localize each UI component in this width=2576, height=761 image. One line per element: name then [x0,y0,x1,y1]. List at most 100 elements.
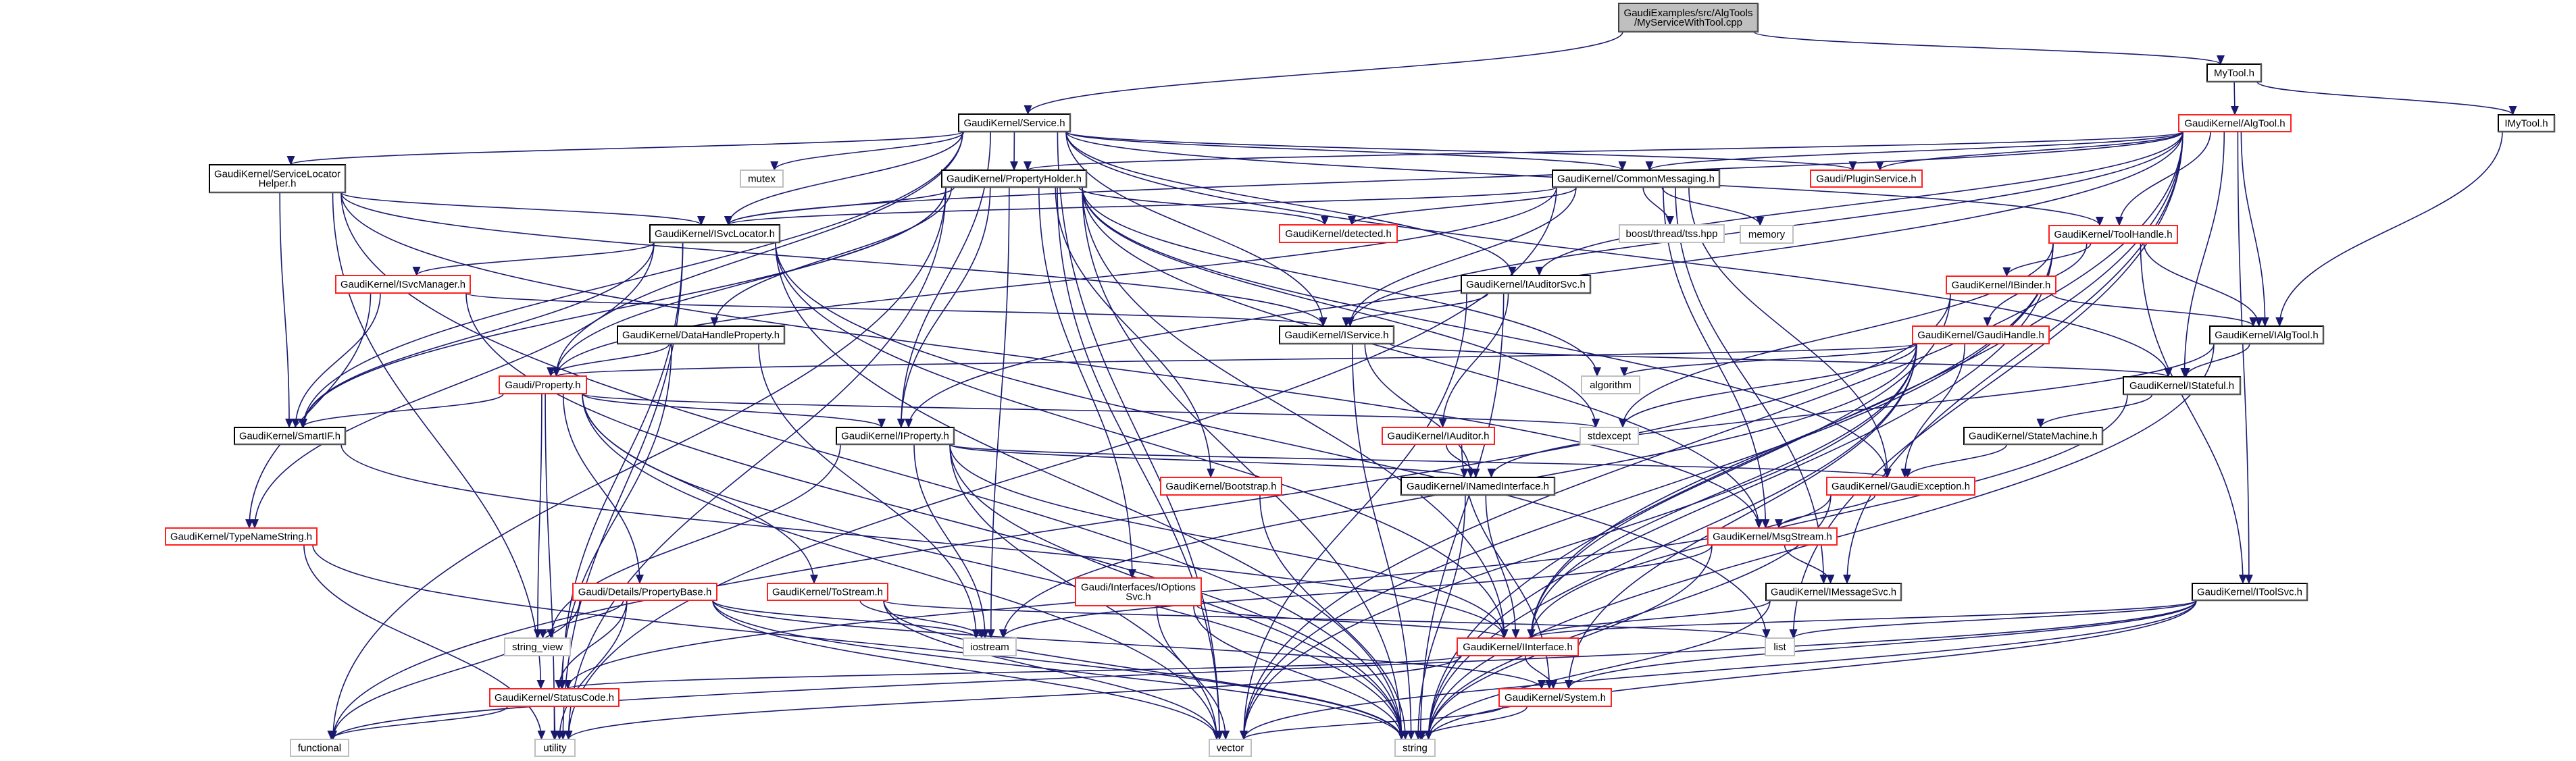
node-dhp[interactable]: GaudiKernel/DataHandleProperty.h [617,325,786,345]
node-imytool[interactable]: IMyTool.h [2498,114,2556,133]
node-statuscode[interactable]: GaudiKernel/StatusCode.h [489,688,620,707]
node-box [963,637,1017,656]
node-smartif[interactable]: GaudiKernel/SmartIF.h [234,427,347,446]
node-root[interactable]: GaudiExamples/src/AlgTools/MyServiceWith… [1618,3,1759,33]
node-imsgsvc[interactable]: GaudiKernel/IMessageSvc.h [1765,583,1902,602]
edge-propbase-to-system [712,600,1546,689]
node-isvcloc[interactable]: GaudiKernel/ISvcLocator.h [649,224,781,244]
node-shadow [2207,64,2263,83]
node-iinterface[interactable]: GaudiKernel/IInterface.h [1457,637,1579,656]
node-inamed[interactable]: GaudiKernel/INamedInterface.h [1400,477,1556,496]
node-label: GaudiKernel/INamedInterface.h [1407,481,1549,492]
node-box [617,325,785,344]
node-utility: utility [534,739,576,757]
edge-statemachine-to-gexc [1903,444,2008,478]
edge-propholder-to-iproperty [896,186,991,428]
node-iproperty[interactable]: GaudiKernel/IProperty.h [836,427,955,446]
node-itoolsvc[interactable]: GaudiKernel/IToolSvc.h [2192,583,2308,602]
node-iauditor[interactable]: GaudiKernel/IAuditor.h [1382,427,1495,445]
edge-service-to-isvcloc [724,131,963,226]
edge-property-to-string [582,393,1406,740]
edge-property-to-tostream [582,393,818,584]
node-msgstream[interactable]: GaudiKernel/MsgStream.h [1707,527,1838,546]
edge-isvcloc-to-smartif [299,242,655,428]
node-label: GaudiKernel/detected.h [1285,228,1392,240]
node-detected[interactable]: GaudiKernel/detected.h [1279,224,1398,243]
node-shadow [209,165,347,194]
nodes-layer: GaudiExamples/src/AlgTools/MyServiceWith… [165,3,2556,757]
node-ibinder[interactable]: GaudiKernel/IBinder.h [1946,275,2056,294]
node-gaudihandle[interactable]: GaudiKernel/GaudiHandle.h [1912,325,2050,344]
edge-service-to-iservice [1065,131,1328,327]
edge-iservice-to-inamed [1364,343,1475,478]
node-service[interactable]: GaudiKernel/Service.h [958,113,1071,133]
node-gexc[interactable]: GaudiKernel/GaudiException.h [1826,477,1975,496]
node-label: GaudiKernel/IService.h [1284,330,1388,341]
edge-ioptions-to-string [1193,605,1406,740]
node-mytool[interactable]: MyTool.h [2206,63,2263,83]
node-boost: boost/thread/tss.hpp [1619,224,1725,243]
edge-commsg-to-property [552,186,1557,377]
node-label: mutex [748,174,776,185]
edge-propholder-to-dhp [710,186,953,327]
edge-property-to-propbase [562,393,644,584]
edge-commsg-to-msgstream [1663,186,1770,529]
node-label: Gaudi/Details/PropertyBase.h [578,587,712,598]
node-algtool[interactable]: GaudiKernel/AlgTool.h [2178,114,2292,132]
node-label: GaudiKernel/GaudiException.h [1832,481,1970,492]
node-ialgtool[interactable]: GaudiKernel/IAlgTool.h [2209,325,2325,345]
node-shadow [2498,115,2556,133]
node-vector: vector [1209,739,1252,757]
edge-system-to-vector [1240,706,1504,740]
node-system[interactable]: GaudiKernel/System.h [1498,688,1612,707]
node-label: GaudiKernel/ISvcManager.h [340,279,465,290]
node-label: list [1773,641,1786,653]
node-typename[interactable]: GaudiKernel/TypeNameString.h [165,527,318,546]
edge-ibinder-to-iinterface [1527,293,1951,639]
node-iservice[interactable]: GaudiKernel/IService.h [1279,325,1395,345]
node-label: Gaudi/Interfaces/IOptions [1081,582,1196,594]
node-stringview: string_view [504,637,571,656]
edge-algtool-to-imsgsvc [1843,131,2183,584]
node-stdexcept: stdexcept [1580,427,1639,445]
node-propbase[interactable]: Gaudi/Details/PropertyBase.h [572,583,717,601]
node-istateful[interactable]: GaudiKernel/IStateful.h [2123,376,2242,396]
edge-msgstream-to-imsgsvc [1784,544,1835,584]
node-box [767,583,888,601]
edge-iauditorsvc-to-iauditor [1438,292,1509,428]
node-shadow [2210,326,2325,345]
node-box [2209,325,2324,344]
node-commsg[interactable]: GaudiKernel/CommonMessaging.h [1552,169,1721,188]
node-label: GaudiExamples/src/AlgTools [1624,7,1753,19]
node-label: GaudiKernel/IMessageSvc.h [1771,587,1896,598]
edge-propholder-to-iinterface [1082,186,1509,639]
edge-service-to-vector [1057,131,1224,740]
edge-gaudihandle-to-property [553,343,1917,377]
node-propholder[interactable]: GaudiKernel/PropertyHolder.h [941,169,1088,188]
edge-property-to-stdexcept [582,393,1600,428]
node-label: string [1403,743,1428,754]
edge-inamed-to-iinterface [1485,494,1520,639]
node-box [1400,477,1555,496]
node-toolhandle[interactable]: GaudiKernel/ToolHandle.h [2048,225,2178,244]
node-label: GaudiKernel/IProperty.h [841,431,949,442]
node-bootstrap[interactable]: GaudiKernel/Bootstrap.h [1160,477,1282,496]
node-box [1279,224,1398,243]
edge-commsg-to-iservice [1346,186,1577,327]
node-label: MyTool.h [2214,68,2254,79]
edge-bootstrap-to-string [1259,494,1410,740]
node-iauditorsvc[interactable]: GaudiKernel/IAuditorSvc.h [1461,275,1592,294]
node-isvcmgr[interactable]: GaudiKernel/ISvcManager.h [335,275,471,294]
node-box [1457,637,1579,656]
node-label: string_view [512,641,563,653]
node-tostream[interactable]: GaudiKernel/ToStream.h [767,583,888,601]
node-property[interactable]: Gaudi/Property.h [499,375,587,394]
node-plugin[interactable]: Gaudi/PluginService.h [1810,169,1923,188]
node-statemachine[interactable]: GaudiKernel/StateMachine.h [1963,427,2104,446]
node-box [1160,477,1282,496]
edge-algtool-to-ialgtool [2240,131,2269,327]
node-label: GaudiKernel/StatusCode.h [495,692,614,704]
